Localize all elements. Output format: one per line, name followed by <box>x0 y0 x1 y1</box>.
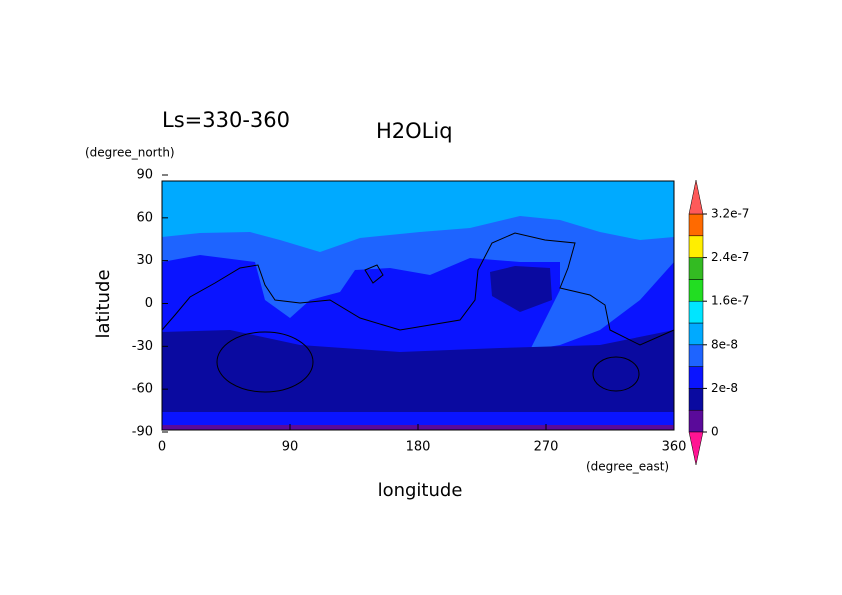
y-tick-label: 90 <box>136 168 153 183</box>
y-tick-label: 60 <box>136 210 153 225</box>
subtitle: Ls=330-360 <box>162 108 290 132</box>
colorbar-segment <box>688 300 704 324</box>
colorbar-segment <box>688 366 704 389</box>
y-unit: (degree_north) <box>85 146 175 160</box>
colorbar-segment <box>688 257 704 280</box>
colorbar-tick-label: 0 <box>711 425 719 439</box>
colorbar-tick-label: 3.2e-7 <box>711 207 749 221</box>
contour-region <box>162 412 674 425</box>
colorbar-tick-label: 2.4e-7 <box>711 250 749 264</box>
x-tick-label: 360 <box>662 440 687 455</box>
colorbar-tick-label: 1.6e-7 <box>711 294 749 308</box>
contour-region <box>162 330 674 412</box>
x-unit: (degree_east) <box>586 460 669 474</box>
colorbar-tick-label: 2e-8 <box>711 381 738 395</box>
colorbar-segment <box>688 279 704 302</box>
coastline <box>364 264 384 284</box>
colorbar-segment <box>688 344 704 367</box>
colorbar-over <box>688 179 704 215</box>
colorbar-segment <box>688 235 704 258</box>
coastline <box>216 331 314 393</box>
x-tick-label: 90 <box>282 440 299 455</box>
colorbar-segment <box>688 322 704 346</box>
y-tick-label: 0 <box>145 296 153 311</box>
y-tick-label: 30 <box>136 253 153 268</box>
x-label: longitude <box>378 480 463 501</box>
y-tick-label: -30 <box>132 339 153 354</box>
colorbar-under <box>688 431 704 466</box>
colorbar-segment <box>688 409 704 433</box>
coastline <box>592 356 640 392</box>
colorbar-tick-label: 8e-8 <box>711 337 738 351</box>
y-tick-label: -90 <box>132 425 153 440</box>
colorbar-segment <box>688 388 704 411</box>
y-tick-label: -60 <box>132 382 153 397</box>
x-tick-label: 0 <box>158 440 166 455</box>
x-tick-label: 180 <box>406 440 431 455</box>
contour-map <box>161 180 675 431</box>
chart-title: H2OLiq <box>376 119 453 143</box>
coastline <box>161 232 675 346</box>
y-label: latitude <box>93 269 114 338</box>
contour-region <box>490 266 552 312</box>
colorbar-segment <box>688 213 704 237</box>
x-tick-label: 270 <box>534 440 559 455</box>
